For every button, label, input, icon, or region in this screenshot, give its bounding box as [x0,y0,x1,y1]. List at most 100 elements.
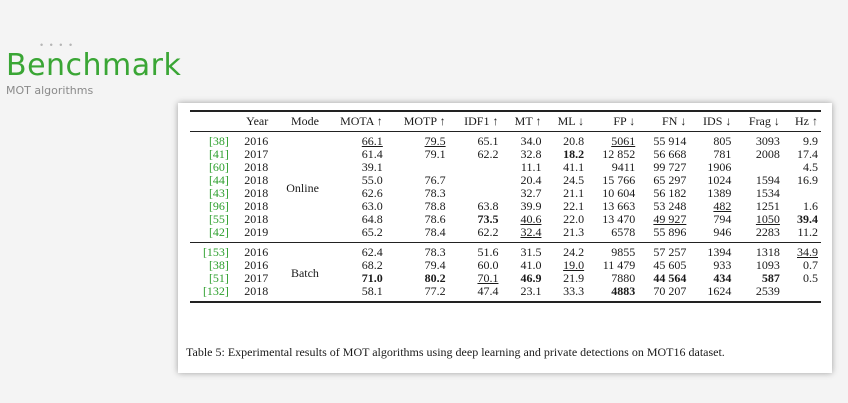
year-cell: 2016 [244,134,269,148]
metric-cell-ml: 24.5 [544,174,587,187]
metric-value: 1093 [755,258,780,272]
year-cell: 2018 [244,160,269,174]
metric-cell-fn: 55 896 [638,226,689,243]
metric-cell-fp: 11 479 [587,259,638,272]
metric-cell-ml: 33.3 [544,285,587,302]
column-header: MT ↑ [514,114,542,128]
metric-cell-mt: 31.5 [501,243,544,260]
metric-cell-ids: 794 [689,213,734,226]
metric-value: 0.5 [803,271,818,285]
metric-cell-mt: 20.4 [501,174,544,187]
year-cell: 2018 [244,284,269,298]
metric-cell-fn: 45 605 [638,259,689,272]
table-row: [51] 2017 71.0 80.2 70.1 46.9 21.9 7880 44 564 43… [190,272,821,285]
metric-value: 41.1 [563,160,585,174]
table-row: [43] 2018 62.6 78.3 32.7 21.1 10 604 56 182 1389… [190,187,821,200]
metric-value: 3093 [755,134,780,148]
metric-value: 5061 [611,134,636,148]
metric-cell-hz: 39.4 [783,213,821,226]
metric-value: 47.4 [477,284,499,298]
reference-link[interactable]: [38] [208,258,229,272]
table-row: [38] 2016 Online 66.1 79.5 65.1 34.0 20.8 5061 55… [190,132,821,195]
metric-cell-idf1 [449,161,502,174]
metric-cell-hz: 0.5 [783,272,821,285]
metric-cell-motp: 78.4 [386,226,449,243]
metric-value: 11 479 [602,258,636,272]
reference-link[interactable]: [42] [208,225,229,239]
reference-link[interactable]: [44] [208,173,229,187]
column-header: IDF1 ↑ [464,114,499,128]
column-header: MOTA ↑ [340,114,383,128]
metric-value: 22.0 [563,212,585,226]
metric-value: 946 [713,225,732,239]
table-caption: Table 5: Experimental results of MOT alg… [186,345,725,359]
metric-cell-mt: 32.8 [501,148,544,161]
metric-cell-idf1: 70.1 [449,272,502,285]
metric-cell-motp: 80.2 [386,272,449,285]
metric-cell-idf1 [449,174,502,187]
metric-cell-ids: 434 [689,272,734,285]
metric-value: 56 668 [653,147,687,161]
metric-value: 17.4 [797,147,818,161]
metric-value: 40.6 [520,212,542,226]
reference-link[interactable]: [38] [208,134,229,148]
metric-value: 62.4 [361,245,383,259]
metric-value: 77.2 [424,284,446,298]
metric-value: 9411 [611,160,636,174]
online-group: [38] 2016 Online 66.1 79.5 65.1 34.0 20.8 5061 55… [190,132,821,243]
metric-value: 62.2 [477,147,499,161]
metric-cell-mt: 39.9 [501,200,544,213]
metric-value: 11.1 [520,160,542,174]
metric-value: 60.0 [477,258,499,272]
metric-cell-mota: 39.1 [322,161,386,174]
metric-value: 70.1 [477,271,499,285]
reference-link[interactable]: [51] [208,271,229,285]
metric-cell-motp: 79.5 [386,132,449,149]
reference-link[interactable]: [60] [208,160,229,174]
reference-link[interactable]: [43] [208,186,229,200]
metric-value: 24.2 [563,245,585,259]
metric-value: 32.7 [520,186,542,200]
metric-cell-mt: 34.0 [501,132,544,149]
metric-cell-ml: 21.1 [544,187,587,200]
reference-link[interactable]: [55] [208,212,229,226]
metric-value: 1318 [755,245,780,259]
metric-value: 62.6 [361,186,383,200]
reference-link[interactable]: [132] [202,284,229,298]
metric-cell-mota: 66.1 [322,132,386,149]
metric-cell-idf1: 73.5 [449,213,502,226]
column-header: Hz ↑ [795,114,818,128]
reference-link[interactable]: [41] [208,147,229,161]
metric-value: 71.0 [361,271,383,285]
year-cell: 2019 [244,225,269,239]
metric-cell-frag: 1318 [734,243,783,260]
metric-cell-mota: 65.2 [322,226,386,243]
metric-cell-motp: 79.4 [386,259,449,272]
metric-cell-hz: 11.2 [783,226,821,243]
metric-cell-frag: 2283 [734,226,783,243]
metric-value: 73.5 [477,212,499,226]
metric-value: 1534 [755,186,780,200]
metric-cell-frag: 2539 [734,285,783,302]
metric-value: 1.6 [803,199,818,213]
metric-cell-fp: 13 470 [587,213,638,226]
column-header [190,111,232,132]
reference-link[interactable]: [153] [202,245,229,259]
metric-cell-fn: 70 207 [638,285,689,302]
metric-value: 65.1 [477,134,499,148]
metric-value: 482 [713,199,732,213]
metric-cell-hz: 4.5 [783,161,821,174]
metric-value: 23.1 [520,284,542,298]
year-cell: 2018 [244,186,269,200]
metric-cell-mt: 32.7 [501,187,544,200]
metric-cell-mota: 62.4 [322,243,386,260]
metric-value: 805 [713,134,732,148]
metric-cell-motp: 78.6 [386,213,449,226]
metric-value: 2283 [755,225,780,239]
metric-value: 9855 [611,245,636,259]
metric-cell-fp: 15 766 [587,174,638,187]
reference-link[interactable]: [96] [208,199,229,213]
metric-cell-hz: 0.7 [783,259,821,272]
metric-value: 1624 [707,284,732,298]
metric-value: 46.9 [520,271,542,285]
